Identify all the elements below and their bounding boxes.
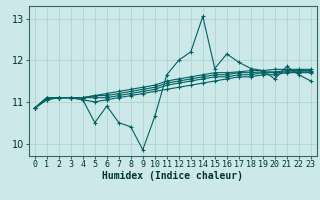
X-axis label: Humidex (Indice chaleur): Humidex (Indice chaleur)	[102, 171, 243, 181]
